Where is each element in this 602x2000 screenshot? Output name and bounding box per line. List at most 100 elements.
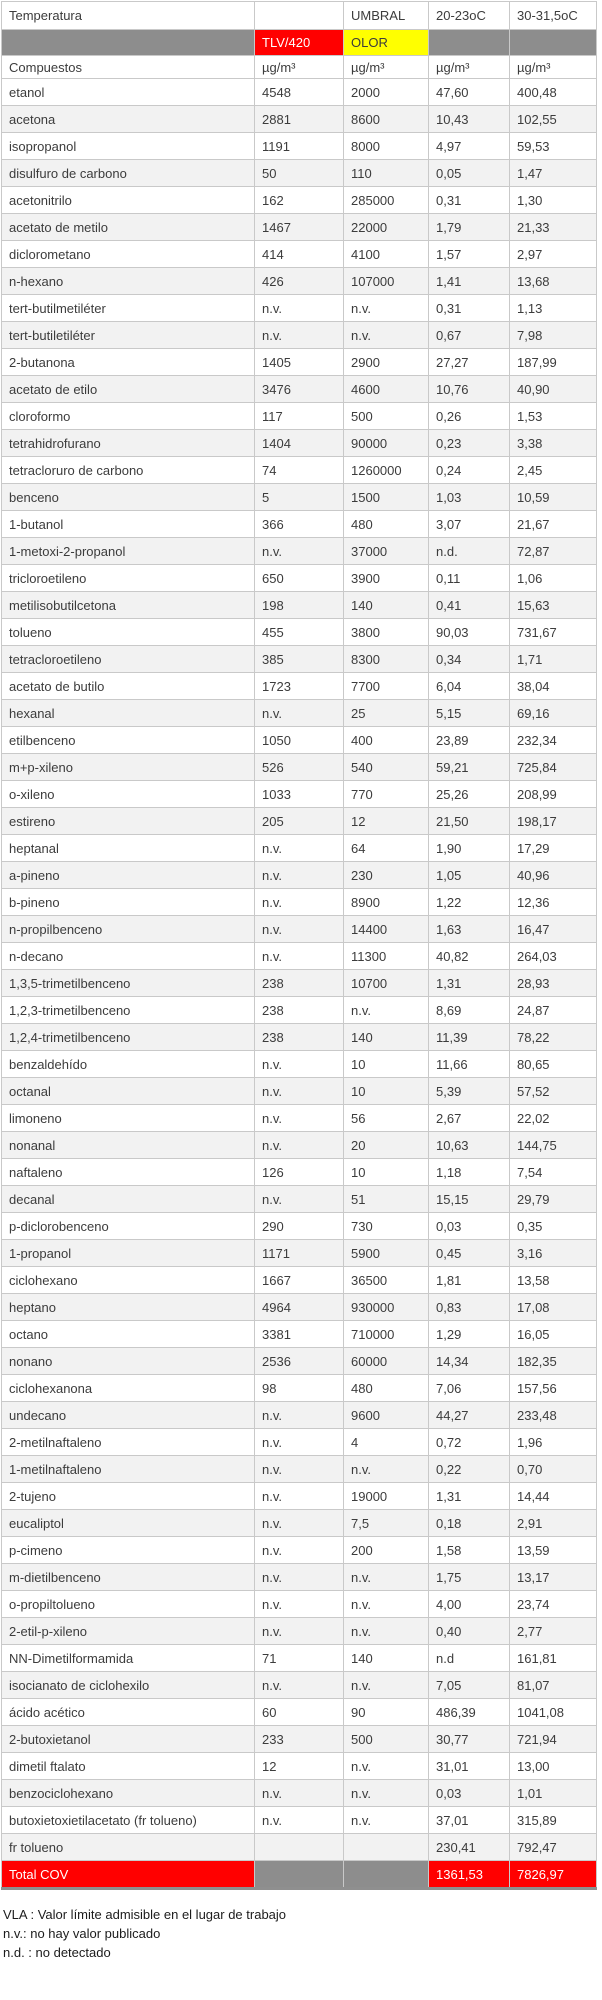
value-20-23-cell: 1,57 bbox=[428, 240, 510, 268]
tlv-value-cell: n.v. bbox=[254, 537, 344, 565]
compound-name-cell: fr tolueno bbox=[1, 1833, 255, 1861]
table-row: 1-metoxi-2-propanol n.v. 37000 n.d. 72,8… bbox=[1, 537, 597, 565]
value-20-23-cell: 6,04 bbox=[428, 672, 510, 700]
compound-name-cell: etilbenceno bbox=[1, 726, 255, 754]
table-row: 2-etil-p-xileno n.v. n.v. 0,40 2,77 bbox=[1, 1617, 597, 1645]
value-30-31-cell: 0,70 bbox=[509, 1455, 597, 1483]
umbral-value-cell: n.v. bbox=[343, 1590, 429, 1618]
value-30-31-cell: 1,71 bbox=[509, 645, 597, 673]
tlv-value-cell: n.v. bbox=[254, 888, 344, 916]
compound-name-cell: isocianato de ciclohexilo bbox=[1, 1671, 255, 1699]
value-20-23-cell: 10,43 bbox=[428, 105, 510, 133]
value-30-31-cell: 28,93 bbox=[509, 969, 597, 997]
value-20-23-cell: 0,83 bbox=[428, 1293, 510, 1321]
tlv-value-cell bbox=[254, 1833, 344, 1861]
compound-name-cell: ácido acético bbox=[1, 1698, 255, 1726]
value-20-23-cell: 230,41 bbox=[428, 1833, 510, 1861]
table-row: 2-butoxietanol 233 500 30,77 721,94 bbox=[1, 1725, 597, 1753]
value-20-23-cell: 11,66 bbox=[428, 1050, 510, 1078]
compound-name-cell: n-decano bbox=[1, 942, 255, 970]
table-row: octano 3381 710000 1,29 16,05 bbox=[1, 1320, 597, 1348]
compound-name-cell: etanol bbox=[1, 78, 255, 106]
umbral-value-cell: 10 bbox=[343, 1158, 429, 1186]
value-30-31-cell: 264,03 bbox=[509, 942, 597, 970]
value-30-31-cell: 17,29 bbox=[509, 834, 597, 862]
tlv-value-cell: 4548 bbox=[254, 78, 344, 106]
value-30-31-cell: 16,47 bbox=[509, 915, 597, 943]
tlv-value-cell: n.v. bbox=[254, 699, 344, 727]
tlv-value-cell: 162 bbox=[254, 186, 344, 214]
value-30-31-cell: 14,44 bbox=[509, 1482, 597, 1510]
tlv-value-cell: 1033 bbox=[254, 780, 344, 808]
value-20-23-cell: 8,69 bbox=[428, 996, 510, 1024]
value-20-23-cell: 1,75 bbox=[428, 1563, 510, 1591]
value-30-31-cell: 15,63 bbox=[509, 591, 597, 619]
value-30-31-cell: 80,65 bbox=[509, 1050, 597, 1078]
value-30-31-cell: 40,90 bbox=[509, 375, 597, 403]
umbral-value-cell: 140 bbox=[343, 591, 429, 619]
value-20-23-cell: 486,39 bbox=[428, 1698, 510, 1726]
tlv-value-cell: 455 bbox=[254, 618, 344, 646]
tlv-value-cell: 50 bbox=[254, 159, 344, 187]
compound-name-cell: octanal bbox=[1, 1077, 255, 1105]
tlv-value-cell: 12 bbox=[254, 1752, 344, 1780]
value-30-31-cell: 78,22 bbox=[509, 1023, 597, 1051]
header-gray-cell bbox=[428, 29, 510, 56]
compound-name-cell: 1-propanol bbox=[1, 1239, 255, 1267]
value-30-31-cell: 3,16 bbox=[509, 1239, 597, 1267]
umbral-value-cell: 540 bbox=[343, 753, 429, 781]
value-20-23-cell: 0,18 bbox=[428, 1509, 510, 1537]
header-row-top: Temperatura UMBRAL 20-23oC 30-31,5oC bbox=[1, 1, 597, 30]
compound-name-cell: m+p-xileno bbox=[1, 753, 255, 781]
table-row: octanal n.v. 10 5,39 57,52 bbox=[1, 1077, 597, 1105]
table-row: m-dietilbenceno n.v. n.v. 1,75 13,17 bbox=[1, 1563, 597, 1591]
value-30-31-cell: 725,84 bbox=[509, 753, 597, 781]
value-30-31-cell: 1,96 bbox=[509, 1428, 597, 1456]
tlv-value-cell: n.v. bbox=[254, 1401, 344, 1429]
tlv-value-cell: 1467 bbox=[254, 213, 344, 241]
umbral-value-cell: 200 bbox=[343, 1536, 429, 1564]
table-row: fr tolueno 230,41 792,47 bbox=[1, 1833, 597, 1861]
unit-cell-tlv: µg/m³ bbox=[254, 55, 344, 79]
umbral-value-cell: 8900 bbox=[343, 888, 429, 916]
tlv-value-cell: 5 bbox=[254, 483, 344, 511]
value-20-23-cell: 0,31 bbox=[428, 294, 510, 322]
umbral-value-cell: 4 bbox=[343, 1428, 429, 1456]
tlv-value-cell: n.v. bbox=[254, 1536, 344, 1564]
table-row: isocianato de ciclohexilo n.v. n.v. 7,05… bbox=[1, 1671, 597, 1699]
footnotes: VLA : Valor límite admisible en el lugar… bbox=[3, 1906, 602, 1963]
umbral-value-cell: 60000 bbox=[343, 1347, 429, 1375]
value-30-31-cell: 721,94 bbox=[509, 1725, 597, 1753]
tlv-value-cell: n.v. bbox=[254, 1185, 344, 1213]
footnote-nv: n.v.: no hay valor publicado bbox=[3, 1926, 161, 1941]
tlv-value-cell: 74 bbox=[254, 456, 344, 484]
compound-name-cell: tert-butilmetiléter bbox=[1, 294, 255, 322]
umbral-value-cell: 7700 bbox=[343, 672, 429, 700]
tlv-value-cell: n.v. bbox=[254, 1509, 344, 1537]
compound-name-cell: acetonitrilo bbox=[1, 186, 255, 214]
compound-name-cell: decanal bbox=[1, 1185, 255, 1213]
umbral-value-cell: n.v. bbox=[343, 1671, 429, 1699]
table-row: ciclohexano 1667 36500 1,81 13,58 bbox=[1, 1266, 597, 1294]
table-row: cloroformo 117 500 0,26 1,53 bbox=[1, 402, 597, 430]
value-20-23-cell: 1,31 bbox=[428, 1482, 510, 1510]
table-row: 2-tujeno n.v. 19000 1,31 14,44 bbox=[1, 1482, 597, 1510]
compound-name-cell: acetato de etilo bbox=[1, 375, 255, 403]
tlv-value-cell: 126 bbox=[254, 1158, 344, 1186]
table-row: acetonitrilo 162 285000 0,31 1,30 bbox=[1, 186, 597, 214]
value-30-31-cell: 57,52 bbox=[509, 1077, 597, 1105]
compound-name-cell: acetato de metilo bbox=[1, 213, 255, 241]
compound-name-cell: tetracloroetileno bbox=[1, 645, 255, 673]
compound-name-cell: p-cimeno bbox=[1, 1536, 255, 1564]
table-row: nonano 2536 60000 14,34 182,35 bbox=[1, 1347, 597, 1375]
header-umbral: UMBRAL bbox=[343, 1, 429, 30]
value-20-23-cell: 1,22 bbox=[428, 888, 510, 916]
umbral-value-cell: 3800 bbox=[343, 618, 429, 646]
value-30-31-cell: 187,99 bbox=[509, 348, 597, 376]
compound-name-cell: n-hexano bbox=[1, 267, 255, 295]
tlv-value-cell: n.v. bbox=[254, 1617, 344, 1645]
umbral-value-cell: 500 bbox=[343, 402, 429, 430]
tlv-value-cell: 1191 bbox=[254, 132, 344, 160]
unit-cell-30-31: µg/m³ bbox=[509, 55, 597, 79]
umbral-value-cell: 51 bbox=[343, 1185, 429, 1213]
